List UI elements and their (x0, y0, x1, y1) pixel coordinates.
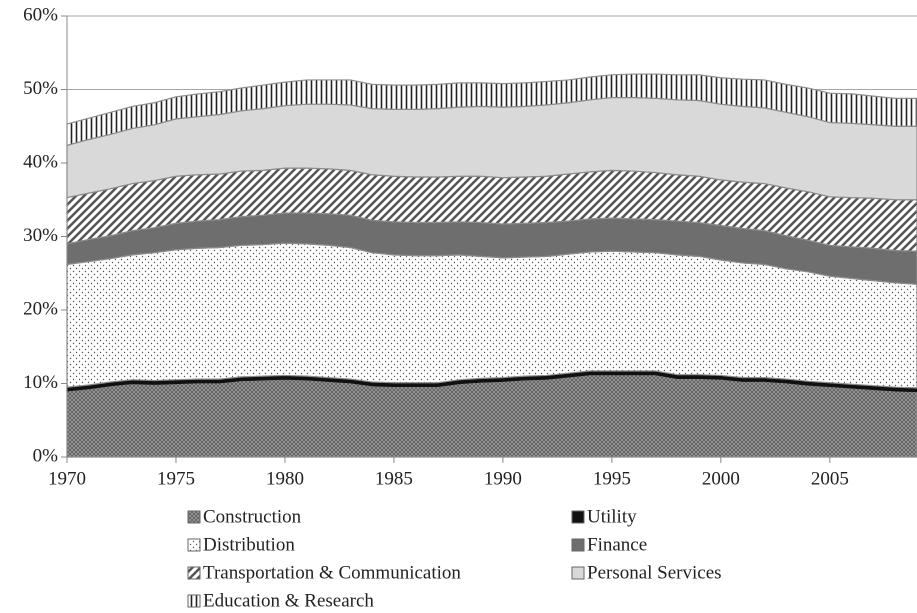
legend-swatch (187, 510, 201, 524)
x-tick-label: 1970 (48, 468, 86, 489)
x-tick-label: 2000 (702, 468, 740, 489)
x-tick-label: 2005 (811, 468, 849, 489)
x-tick-label: 1975 (157, 468, 195, 489)
legend-swatch (187, 566, 201, 580)
legend-swatch (571, 566, 585, 580)
x-tick-label: 1985 (375, 468, 413, 489)
x-tick-label: 1980 (266, 468, 304, 489)
y-tick-label: 10% (23, 372, 58, 393)
y-tick-label: 30% (23, 225, 58, 246)
legend-swatch (187, 594, 201, 608)
area (66, 374, 917, 458)
x-tick-label: 1990 (484, 468, 522, 489)
legend-label: Personal Services (587, 562, 722, 583)
legend-swatch (187, 538, 201, 552)
legend-swatch (571, 510, 585, 524)
y-tick-label: 50% (23, 78, 58, 99)
y-tick-label: 40% (23, 151, 58, 172)
y-tick-label: 0% (33, 445, 59, 466)
y-tick-label: 20% (23, 298, 58, 319)
legend-label: Utility (587, 506, 637, 527)
legend-label: Transportation & Communication (203, 562, 461, 583)
x-tick-label: 1995 (593, 468, 631, 489)
legend-label: Education & Research (203, 590, 374, 611)
legend-label: Distribution (203, 534, 295, 555)
legend-label: Construction (203, 506, 302, 527)
legend-swatch (571, 538, 585, 552)
area (66, 73, 917, 147)
legend-label: Finance (587, 534, 647, 555)
y-tick-label: 60% (23, 4, 58, 25)
